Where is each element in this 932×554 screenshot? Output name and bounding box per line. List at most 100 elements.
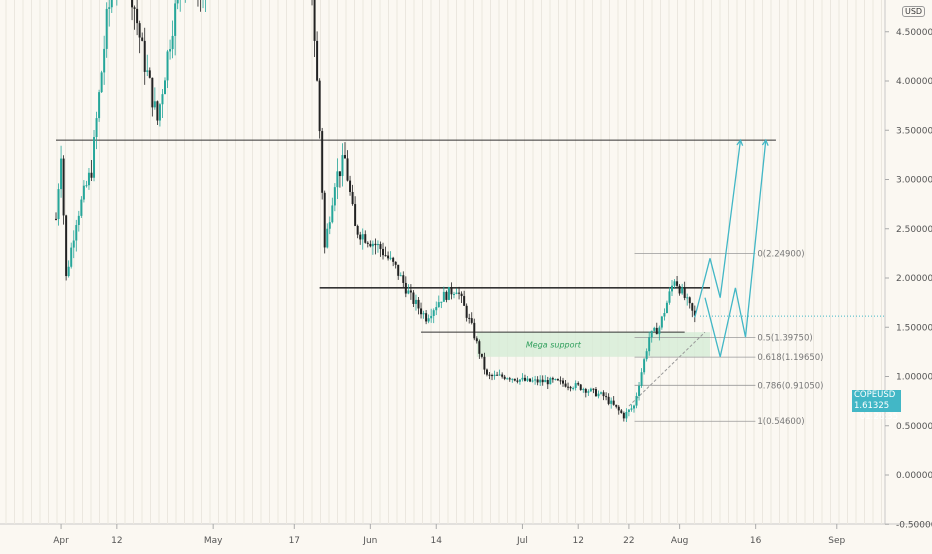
candle-body xyxy=(392,257,395,262)
candle-body xyxy=(627,409,630,412)
candle-body xyxy=(648,337,651,352)
candle-body xyxy=(407,290,410,294)
candle-body xyxy=(176,0,179,4)
candle-body xyxy=(511,378,514,380)
fibonacci-layer: 0(2.24900) 0.5(1.39750) 0.618(1.19650) 0.78… xyxy=(628,249,824,427)
candle-body xyxy=(82,185,85,200)
candle-body xyxy=(153,101,156,108)
candle-body xyxy=(359,234,362,240)
candle-body xyxy=(622,412,625,419)
candle-body xyxy=(420,308,423,315)
candle-body xyxy=(658,327,661,335)
candle-body xyxy=(468,317,471,319)
candle-body xyxy=(349,180,352,192)
candle-body xyxy=(506,378,509,380)
candle-body xyxy=(579,384,582,390)
candle-body xyxy=(683,287,686,298)
candle-body xyxy=(582,389,585,391)
candle-body xyxy=(169,49,172,52)
candle-body xyxy=(95,118,98,138)
candle-body xyxy=(384,255,387,257)
candle-body xyxy=(594,389,597,397)
candle-body xyxy=(653,327,656,331)
candle-body xyxy=(361,234,364,240)
price-tag-symbol: COPEUSD xyxy=(854,390,896,400)
candle-body xyxy=(480,353,483,357)
candle-body xyxy=(493,374,496,377)
candle-body xyxy=(592,388,595,390)
y-axis: 9.500009.000008.500008.000007.500007.000… xyxy=(885,28,932,530)
candle-body xyxy=(584,389,587,393)
candle-body xyxy=(93,137,96,178)
candle-body xyxy=(498,374,501,376)
candle-body xyxy=(341,155,344,177)
fib-level-label: 1(0.54600) xyxy=(757,417,804,427)
candle-body xyxy=(103,48,106,73)
candle-body xyxy=(323,192,326,248)
candle-body xyxy=(518,379,521,382)
support-zone-label: Mega support xyxy=(526,340,582,349)
candle-body xyxy=(331,205,334,223)
candle-body xyxy=(650,330,653,338)
candle-body xyxy=(567,386,570,388)
candle-body xyxy=(691,303,694,311)
trend-line xyxy=(628,331,706,407)
candle-body xyxy=(65,215,68,277)
candle-body xyxy=(87,172,90,186)
candle-body xyxy=(399,275,402,277)
candle-body xyxy=(673,281,676,286)
candle-body xyxy=(450,287,453,295)
candle-body xyxy=(313,0,316,41)
y-tick-label: 0.00000 xyxy=(896,471,932,481)
candle-body xyxy=(478,341,481,354)
candle-body xyxy=(138,23,141,38)
projection-path xyxy=(704,140,767,357)
candle-body xyxy=(316,40,319,81)
candle-body xyxy=(665,302,668,314)
candle-body xyxy=(632,405,635,409)
candle-body xyxy=(336,171,339,188)
y-tick-label: 1.00000 xyxy=(896,373,932,383)
x-axis: Apr 12 May 17 Jun 14 Jul 12 22 Aug 16 Sep xyxy=(53,524,846,546)
candle-body xyxy=(430,315,433,319)
candles xyxy=(55,0,696,423)
candle-body xyxy=(470,318,473,323)
candle-body xyxy=(485,369,488,375)
candle-body xyxy=(491,375,494,377)
candle-body xyxy=(62,158,65,216)
candle-body xyxy=(475,338,478,342)
projection-arrowhead xyxy=(761,138,769,146)
candle-body xyxy=(105,8,108,49)
candle-body xyxy=(534,379,537,381)
candle-body xyxy=(681,287,684,294)
candle-body xyxy=(156,101,159,121)
candle-body xyxy=(364,234,367,243)
candle-body xyxy=(458,292,461,294)
fib-level-label: 0.618(1.19650) xyxy=(757,353,823,363)
fib-level-label: 0.786(0.91050) xyxy=(757,381,823,391)
candle-body xyxy=(587,391,590,393)
candle-body xyxy=(369,243,372,247)
x-tick-label: 12 xyxy=(572,536,583,546)
candle-body xyxy=(617,406,620,411)
x-tick-label: 16 xyxy=(750,536,762,546)
candle-body xyxy=(333,187,336,206)
candle-body xyxy=(615,404,618,407)
projection-path xyxy=(694,140,742,318)
candle-body xyxy=(171,35,174,50)
candle-body xyxy=(318,80,321,132)
x-tick-label: Jun xyxy=(362,536,377,546)
candle-body xyxy=(321,131,324,193)
candle-body xyxy=(526,378,529,381)
candle-body xyxy=(638,385,641,396)
candle-body xyxy=(529,378,532,382)
x-tick-label: Sep xyxy=(828,536,845,546)
candle-body xyxy=(600,392,603,394)
candle-body xyxy=(356,225,359,235)
currency-label[interactable]: USD xyxy=(902,6,926,17)
candle-body xyxy=(402,275,405,283)
candle-body xyxy=(437,302,440,308)
price-tag-row: COPEUSD 1.61325 xyxy=(854,390,901,412)
